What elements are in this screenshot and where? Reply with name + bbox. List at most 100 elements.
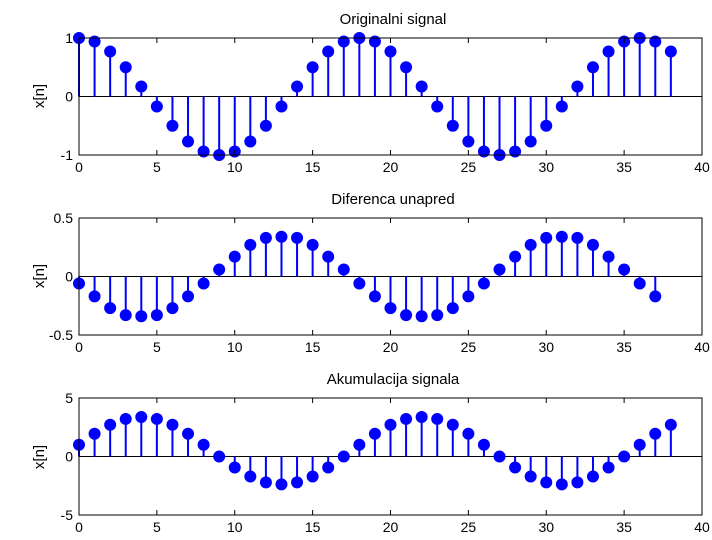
- stem-marker: [400, 61, 413, 74]
- x-tick-label: 0: [75, 339, 83, 355]
- y-tick-label: 1: [65, 30, 73, 46]
- stem-marker: [477, 277, 490, 290]
- stem-marker: [135, 310, 148, 323]
- stem-marker: [602, 45, 615, 58]
- stem-marker: [462, 427, 475, 440]
- stem-marker: [649, 290, 662, 303]
- stem-marker: [291, 476, 304, 489]
- plot-area-frame: [78, 37, 703, 156]
- stem-marker: [586, 470, 599, 483]
- stem-marker: [664, 418, 677, 431]
- x-tick-label: 25: [461, 159, 477, 175]
- plot-title: Diferenca unapred: [331, 191, 454, 208]
- axis-ticks: 0 5 10 15 20 25 30 35 40-101: [61, 30, 710, 175]
- stem-marker: [384, 418, 397, 431]
- stem-marker: [586, 61, 599, 74]
- stem-marker: [493, 450, 506, 463]
- stem-marker: [275, 230, 288, 243]
- stem-marker: [524, 238, 537, 251]
- stem-marker: [571, 476, 584, 489]
- y-tick-label: -0.5: [49, 327, 73, 343]
- stem-marker: [431, 100, 444, 113]
- stem-marker: [135, 80, 148, 93]
- stem-marker: [182, 290, 195, 303]
- stem-marker: [119, 309, 132, 322]
- stem-marker: [462, 135, 475, 148]
- x-tick-label: 40: [694, 159, 710, 175]
- stem-marker: [368, 290, 381, 303]
- stem-marker: [213, 263, 226, 276]
- plot-area-frame: [78, 217, 703, 336]
- stem-marker: [664, 45, 677, 58]
- stem-marker: [446, 418, 459, 431]
- stem-marker: [633, 438, 646, 451]
- x-tick-label: 30: [538, 339, 554, 355]
- stem-marker: [509, 250, 522, 263]
- data-series: [73, 230, 702, 323]
- stem-marker: [618, 450, 631, 463]
- stem-marker: [259, 119, 272, 132]
- stem-marker: [384, 45, 397, 58]
- stem-marker: [337, 450, 350, 463]
- stem-marker: [368, 427, 381, 440]
- stem-marker: [462, 290, 475, 303]
- stem-marker: [197, 277, 210, 290]
- stem-marker: [119, 61, 132, 74]
- stem-marker: [571, 80, 584, 93]
- x-tick-label: 10: [227, 339, 243, 355]
- x-tick-label: 40: [694, 519, 710, 535]
- stem-marker: [291, 231, 304, 244]
- subplot-original-signal: Originalni signal x[n] 0 5 10 15 20 25 30 35 40-…: [31, 11, 710, 175]
- x-tick-label: 15: [305, 159, 321, 175]
- stem-marker: [88, 290, 101, 303]
- stem-marker: [322, 461, 335, 474]
- stem-marker: [322, 45, 335, 58]
- x-tick-label: 5: [153, 159, 161, 175]
- x-tick-label: 25: [461, 519, 477, 535]
- subplot-signal-accumulation: Akumulacija signala x[n] 0 5 10 15 20 25 30 35 4…: [31, 371, 710, 535]
- stem-marker: [150, 309, 163, 322]
- stem-marker: [540, 119, 553, 132]
- x-tick-label: 5: [153, 339, 161, 355]
- y-tick-label: -5: [61, 507, 74, 523]
- stem-marker: [446, 302, 459, 315]
- stem-marker: [477, 438, 490, 451]
- stem-marker: [353, 277, 366, 290]
- stem-marker: [182, 427, 195, 440]
- stem-marker: [306, 238, 319, 251]
- stem-marker: [602, 250, 615, 263]
- stem-marker: [275, 478, 288, 491]
- stem-marker: [259, 231, 272, 244]
- x-tick-label: 0: [75, 519, 83, 535]
- y-tick-label: 0: [65, 269, 73, 285]
- stem-marker: [213, 450, 226, 463]
- stem-marker: [353, 438, 366, 451]
- stem-marker: [119, 412, 132, 425]
- stem-marker: [135, 410, 148, 423]
- stem-marker: [306, 61, 319, 74]
- stem-marker: [509, 145, 522, 158]
- y-axis-label: x[n]: [31, 264, 48, 288]
- stem-marker: [446, 119, 459, 132]
- stem-marker: [400, 412, 413, 425]
- y-axis-label: x[n]: [31, 84, 48, 108]
- x-tick-label: 20: [383, 339, 399, 355]
- stem-marker: [555, 100, 568, 113]
- stem-marker: [415, 80, 428, 93]
- x-tick-label: 40: [694, 339, 710, 355]
- axis-ticks: 0 5 10 15 20 25 30 35 40-0.500.5: [49, 210, 710, 355]
- stem-marker: [524, 470, 537, 483]
- stem-marker: [618, 263, 631, 276]
- y-axis-label: x[n]: [31, 445, 48, 469]
- stem-marker: [244, 135, 257, 148]
- x-tick-label: 30: [538, 519, 554, 535]
- y-tick-label: 0.5: [54, 210, 74, 226]
- axis-ticks: 0 5 10 15 20 25 30 35 40-505: [61, 390, 710, 535]
- stem-marker: [244, 238, 257, 251]
- x-tick-label: 5: [153, 519, 161, 535]
- stem-marker: [104, 45, 117, 58]
- stem-marker: [275, 100, 288, 113]
- stem-marker: [602, 461, 615, 474]
